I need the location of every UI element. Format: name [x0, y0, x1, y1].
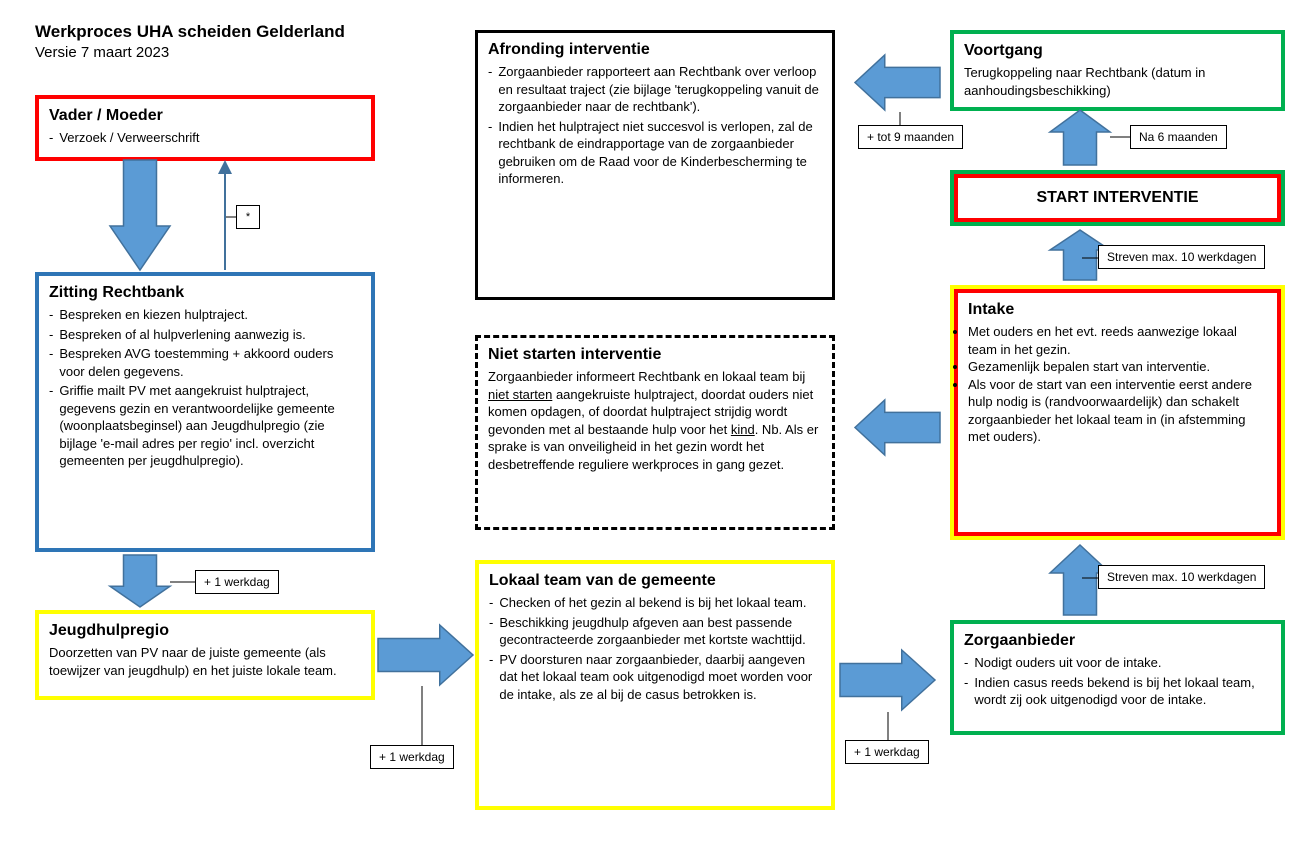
box-jeugdhulpregio: Jeugdhulpregio Doorzetten van PV naar de …	[35, 610, 375, 700]
box-text: Zorgaanbieder informeert Rechtbank en lo…	[488, 368, 822, 473]
page-title: Werkproces UHA scheiden Gelderland	[35, 22, 345, 42]
timing-label: + 1 werkdag	[370, 745, 454, 769]
list-item: Checken of het gezin al bekend is bij he…	[489, 594, 821, 612]
box-heading: Jeugdhulpregio	[49, 622, 361, 640]
list-item: Bespreken en kiezen hulptraject.	[49, 306, 361, 324]
box-niet-starten: Niet starten interventie Zorgaanbieder in…	[475, 335, 835, 530]
box-intake: Intake Met ouders en het evt. reeds aanwe…	[950, 285, 1285, 540]
list-item: PV doorsturen naar zorgaanbieder, daarbi…	[489, 651, 821, 704]
timing-label: *	[236, 205, 260, 229]
list-item: Met ouders en het evt. reeds aanwezige l…	[968, 323, 1267, 358]
flow-arrow	[840, 650, 935, 710]
list-item: Bespreken of al hulpverlening aanwezig i…	[49, 326, 361, 344]
box-heading: Zorgaanbieder	[964, 632, 1271, 650]
flow-arrow	[110, 555, 170, 607]
box-list: Verzoek / Verweerschrift	[49, 129, 361, 147]
box-vader-moeder: Vader / Moeder Verzoek / Verweerschrift	[35, 95, 375, 161]
flow-arrow	[855, 55, 940, 110]
timing-label: Streven max. 10 werkdagen	[1098, 565, 1265, 589]
box-text: Terugkoppeling naar Rechtbank (datum in …	[964, 64, 1271, 99]
box-heading: Zitting Rechtbank	[49, 284, 361, 302]
timing-label: + 1 werkdag	[195, 570, 279, 594]
page-subtitle: Versie 7 maart 2023	[35, 44, 169, 61]
box-list: Checken of het gezin al bekend is bij he…	[489, 594, 821, 703]
flow-arrow	[110, 160, 170, 270]
box-zitting-rechtbank: Zitting Rechtbank Bespreken en kiezen hul…	[35, 272, 375, 552]
box-list: Zorgaanbieder rapporteert aan Rechtbank …	[488, 63, 822, 188]
flow-arrow	[855, 400, 940, 455]
box-zorgaanbieder: Zorgaanbieder Nodigt ouders uit voor de i…	[950, 620, 1285, 735]
start-label: START INTERVENTIE	[1036, 189, 1198, 207]
list-item: Indien het hulptraject niet succesvol is…	[488, 118, 822, 188]
timing-label: Na 6 maanden	[1130, 125, 1227, 149]
list-item: Nodigt ouders uit voor de intake.	[964, 654, 1271, 672]
intake-inner: Intake Met ouders en het evt. reeds aanwe…	[954, 289, 1281, 536]
box-voortgang: Voortgang Terugkoppeling naar Rechtbank (…	[950, 30, 1285, 111]
list-item: Bespreken AVG toestemming + akkoord oude…	[49, 345, 361, 380]
flow-arrow	[378, 625, 473, 685]
list-item: Als voor de start van een interventie ee…	[968, 376, 1267, 446]
timing-label: + tot 9 maanden	[858, 125, 963, 149]
list-item: Verzoek / Verweerschrift	[49, 129, 361, 147]
box-list: Met ouders en het evt. reeds aanwezige l…	[968, 323, 1267, 446]
box-heading: Voortgang	[964, 42, 1271, 60]
box-list: Bespreken en kiezen hulptraject. Bespreke…	[49, 306, 361, 470]
start-inner: START INTERVENTIE	[954, 174, 1281, 222]
box-heading: Intake	[968, 301, 1267, 319]
box-start-interventie: START INTERVENTIE	[950, 170, 1285, 226]
box-heading: Lokaal team van de gemeente	[489, 572, 821, 590]
list-item: Indien casus reeds bekend is bij het lok…	[964, 674, 1271, 709]
list-item: Gezamenlijk bepalen start van interventi…	[968, 358, 1267, 376]
timing-label: + 1 werkdag	[845, 740, 929, 764]
box-heading: Vader / Moeder	[49, 107, 361, 125]
timing-label: Streven max. 10 werkdagen	[1098, 245, 1265, 269]
box-afronding-interventie: Afronding interventie Zorgaanbieder rappo…	[475, 30, 835, 300]
list-item: Zorgaanbieder rapporteert aan Rechtbank …	[488, 63, 822, 116]
box-text: Doorzetten van PV naar de juiste gemeent…	[49, 644, 361, 679]
list-item: Beschikking jeugdhulp afgeven aan best p…	[489, 614, 821, 649]
box-heading: Niet starten interventie	[488, 346, 822, 364]
list-item: Griffie mailt PV met aangekruist hulptra…	[49, 382, 361, 470]
flow-arrow	[1050, 110, 1110, 165]
box-lokaal-team: Lokaal team van de gemeente Checken of he…	[475, 560, 835, 810]
box-list: Nodigt ouders uit voor de intake. Indien …	[964, 654, 1271, 709]
box-heading: Afronding interventie	[488, 41, 822, 59]
